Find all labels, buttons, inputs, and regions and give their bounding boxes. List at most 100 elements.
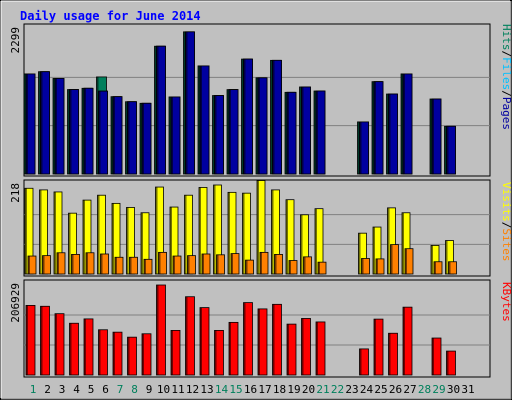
bar-shade (171, 330, 173, 375)
bar-shade (96, 76, 99, 174)
bar-shade (26, 73, 28, 174)
bar-shade (286, 199, 288, 274)
bar-shade (274, 254, 277, 274)
panel-pages-files-hits: 2299 Hits/Files/Pages (9, 23, 512, 177)
bar-shade (169, 96, 171, 174)
x-tick-label: 17 (258, 383, 271, 396)
bar-shade (26, 305, 28, 375)
bar-shade (301, 318, 304, 375)
bar-shade (97, 195, 100, 274)
bar-shade (156, 285, 159, 375)
bar-shade (372, 81, 374, 174)
bar-shade (402, 212, 404, 274)
x-tick-label: 10 (157, 383, 170, 396)
bar-shade (199, 187, 201, 274)
bar-shade (127, 101, 130, 174)
bar-shade (444, 126, 447, 174)
bar-shade (170, 207, 172, 274)
bar-shade (53, 78, 55, 174)
bar-shade (144, 259, 146, 274)
bar-shade (287, 324, 289, 375)
bar-shade (127, 337, 130, 375)
x-tick-label: 27 (403, 383, 416, 396)
legend-entry: Sites (500, 228, 512, 261)
bar-shade (388, 333, 391, 375)
bar-shade (272, 60, 275, 174)
bar-shade (171, 96, 173, 174)
bar-shade (84, 318, 86, 375)
bar-shade (98, 329, 101, 375)
bar-shade (98, 91, 101, 174)
bar-shade (55, 313, 57, 375)
bar-shade (243, 302, 246, 375)
bar-shade (183, 31, 186, 174)
bar-shade (198, 65, 200, 174)
panel-max-label: 206929 (9, 283, 22, 323)
bar-shade (112, 203, 114, 274)
bar-shade (115, 257, 117, 274)
bar-shade (446, 351, 449, 375)
bar-shade (359, 121, 362, 174)
bar-shade (431, 245, 433, 274)
bar-shade (390, 244, 393, 274)
x-tick-label: 13 (200, 383, 213, 396)
bar-shade (84, 88, 86, 174)
bar-shade (214, 330, 217, 375)
bar-shade (214, 95, 217, 174)
bar-shade (318, 262, 320, 274)
bar-shade (271, 189, 274, 274)
bar-shade (185, 296, 188, 375)
bar-shade (300, 214, 303, 274)
legend-entry: Hits (500, 24, 512, 51)
x-tick-label: 23 (345, 383, 358, 396)
legend-entry: Files (500, 57, 512, 90)
panel-max-label: 218 (9, 183, 22, 203)
panel-legend: Hits/Files/Pages (500, 24, 512, 130)
bar-shade (212, 95, 215, 174)
panel-visits-sites: 218 Visits/Sites (9, 179, 512, 277)
bar-shade (289, 260, 291, 274)
chart-title: Daily usage for June 2014 (20, 9, 201, 23)
bar-shade (216, 254, 219, 274)
x-tick-label: 29 (432, 383, 445, 396)
x-tick-label: 26 (389, 383, 402, 396)
bar-shade (140, 103, 142, 174)
bar-shade (28, 256, 30, 274)
legend-entry: / (500, 51, 512, 58)
bar-shade (142, 103, 144, 174)
bar-shade (272, 304, 275, 375)
bar-shade (434, 261, 436, 274)
x-tick-label: 24 (360, 383, 374, 396)
x-tick-label: 22 (331, 383, 344, 396)
x-tick-label: 6 (102, 383, 109, 396)
bar-shade (315, 208, 317, 274)
bar-shade (227, 89, 229, 174)
x-tick-label: 25 (374, 383, 387, 396)
bar-shade (432, 99, 434, 174)
bar-shade (270, 60, 273, 174)
bar-shade (287, 92, 289, 174)
x-tick-label: 20 (302, 383, 315, 396)
legend-entry: Pages (500, 97, 512, 130)
bar-shade (111, 96, 113, 174)
bar-shade (314, 90, 316, 174)
bar-shade (430, 99, 432, 174)
bar-shade (285, 92, 287, 174)
x-tick-label: 7 (117, 383, 124, 396)
bar-shade (184, 195, 187, 274)
x-tick-label: 11 (171, 383, 184, 396)
bar-shade (155, 187, 158, 274)
bar-shade (200, 307, 202, 375)
bar-shade (228, 192, 230, 274)
bar-shade (388, 94, 391, 174)
bar-shade (387, 207, 390, 274)
x-tick-label: 21 (316, 383, 329, 396)
x-tick-label: 4 (73, 383, 80, 396)
x-tick-label: 16 (244, 383, 257, 396)
panel-max-label: 2299 (9, 27, 22, 54)
x-tick-label: 8 (131, 383, 138, 396)
x-tick-label: 30 (447, 383, 460, 396)
bar-shade (376, 258, 378, 274)
